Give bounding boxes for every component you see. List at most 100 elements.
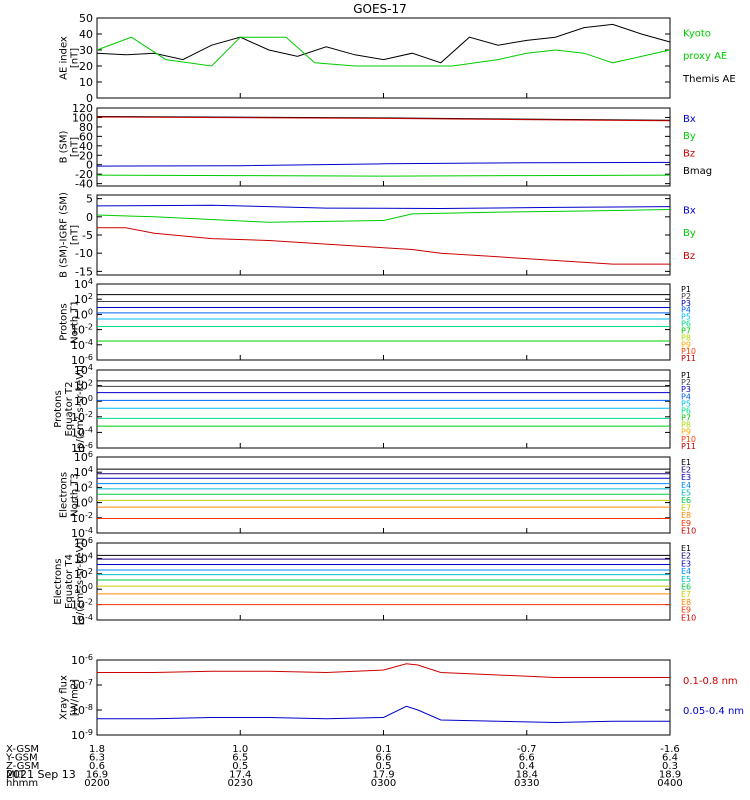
series-line (96, 116, 671, 122)
channel-label: E5 (681, 488, 691, 497)
legend-entry: Bx (683, 114, 696, 125)
channel-label: P10 (681, 435, 696, 444)
y-tick-label: 104 (74, 551, 93, 565)
orbit-value: 0300 (371, 778, 396, 789)
legend-entry: 0.1-0.8 nm (683, 676, 738, 687)
y-tick-label: 10-8 (71, 703, 93, 717)
y-axis-label: [nT] (70, 225, 81, 245)
y-tick-label: 5 (86, 193, 93, 206)
channel-label: P4 (681, 306, 691, 315)
y-tick-label: 40 (79, 28, 93, 41)
y-axis-label: Electrons (59, 472, 70, 518)
y-axis-label: [e/(cm²-s-sr-keV)] (75, 538, 86, 626)
y-tick-label: 10-2 (71, 323, 93, 337)
y-axis-label: Equator T4 (64, 554, 75, 609)
channel-label: P11 (681, 442, 696, 451)
orbit-value: 1.8 (89, 744, 105, 755)
legend-entry: Bx (683, 205, 696, 216)
channel-label: P1 (681, 371, 691, 380)
y-tick-label: 30 (79, 44, 93, 57)
y-axis-label: B (SM)-IGRF (SM) (59, 192, 70, 278)
y-axis-label: Protons (59, 303, 70, 340)
orbit-value: 16.9 (86, 770, 108, 781)
y-tick-label: 106 (74, 450, 93, 464)
orbit-row-label: MLT (6, 770, 26, 781)
y-axis-label: AE index (59, 36, 70, 80)
panel-3: -15 -10 -5 0 5 B (SM)-IGRF (SM) [nT] Bx By Bz (59, 192, 696, 278)
orbit-value: 6.3 (89, 753, 105, 764)
orbit-value: 0.4 (519, 761, 535, 772)
y-axis-label: B (SM) (59, 130, 70, 163)
legend-entry: Themis AE (682, 74, 736, 85)
y-tick-label: 20 (79, 149, 93, 162)
y-tick-label: 104 (74, 363, 93, 377)
channel-label: P4 (681, 392, 691, 401)
channel-label: E5 (681, 575, 691, 584)
y-tick-label: 10-2 (71, 410, 93, 424)
legend-entry: Bz (683, 149, 695, 160)
channel-label: P9 (681, 428, 691, 437)
channel-label: E4 (681, 567, 691, 576)
orbit-row-label: Z-GSM (6, 761, 39, 772)
series-line (97, 663, 670, 678)
orbit-row-label: Y-GSM (5, 753, 38, 764)
orbit-value: 6.6 (376, 753, 392, 764)
orbit-value: 0400 (657, 778, 682, 789)
y-tick-label: 100 (74, 307, 93, 321)
y-tick-label: -10 (75, 247, 93, 260)
legend-entry: 0.05-0.4 nm (683, 706, 744, 717)
y-tick-label: 10-6 (71, 441, 93, 455)
y-tick-label: 10-4 (71, 526, 93, 540)
y-tick-label: -5 (82, 229, 93, 242)
channel-label: P11 (681, 354, 696, 363)
orbit-value: -0.7 (517, 744, 537, 755)
channel-label: E10 (681, 613, 696, 622)
channel-label: E9 (681, 606, 691, 615)
y-tick-label: 104 (74, 465, 93, 479)
orbit-value: 17.9 (372, 770, 394, 781)
legend-entry: Kyoto (683, 28, 711, 39)
channel-label: P3 (681, 385, 691, 394)
legend-entry: Bmag (683, 166, 712, 177)
legend-entry: By (683, 228, 696, 239)
y-tick-label: 120 (72, 102, 93, 115)
channel-label: E2 (681, 466, 691, 475)
channel-label: P5 (681, 399, 691, 408)
y-tick-label: 102 (74, 567, 93, 581)
channel-label: P7 (681, 326, 691, 335)
channel-label: E8 (681, 511, 691, 520)
y-axis-label: North T1 (70, 300, 81, 344)
channel-label: P6 (681, 320, 691, 329)
orbit-value: 0.3 (662, 761, 678, 772)
y-tick-label: 102 (74, 480, 93, 494)
series-line (96, 174, 671, 177)
panel-frame (96, 283, 671, 361)
orbit-value: 0.5 (232, 761, 248, 772)
y-tick-label: 106 (74, 536, 93, 550)
channel-label: P2 (681, 292, 691, 301)
y-tick-label: 20 (79, 60, 93, 73)
y-axis-label: Xray flux (59, 675, 70, 720)
y-axis-label: [W/m2] (70, 679, 81, 716)
orbit-value: 0.1 (376, 744, 392, 755)
y-tick-label: 100 (74, 582, 93, 596)
y-tick-label: 10-4 (71, 338, 93, 352)
panel-frame (96, 369, 671, 449)
orbit-value: 0.5 (376, 761, 392, 772)
channel-label: P8 (681, 421, 691, 430)
legend-entry: By (683, 131, 696, 142)
panel-frame (96, 17, 671, 99)
channel-label: E10 (681, 526, 696, 535)
y-tick-label: 10-6 (71, 653, 93, 667)
channel-label: E7 (681, 590, 691, 599)
orbit-value: 18.4 (516, 770, 538, 781)
y-tick-label: 10-4 (71, 613, 93, 627)
y-tick-label: 0 (86, 92, 93, 105)
channel-label: E4 (681, 481, 691, 490)
y-axis-label: Protons (53, 390, 64, 427)
y-tick-label: 102 (74, 292, 93, 306)
